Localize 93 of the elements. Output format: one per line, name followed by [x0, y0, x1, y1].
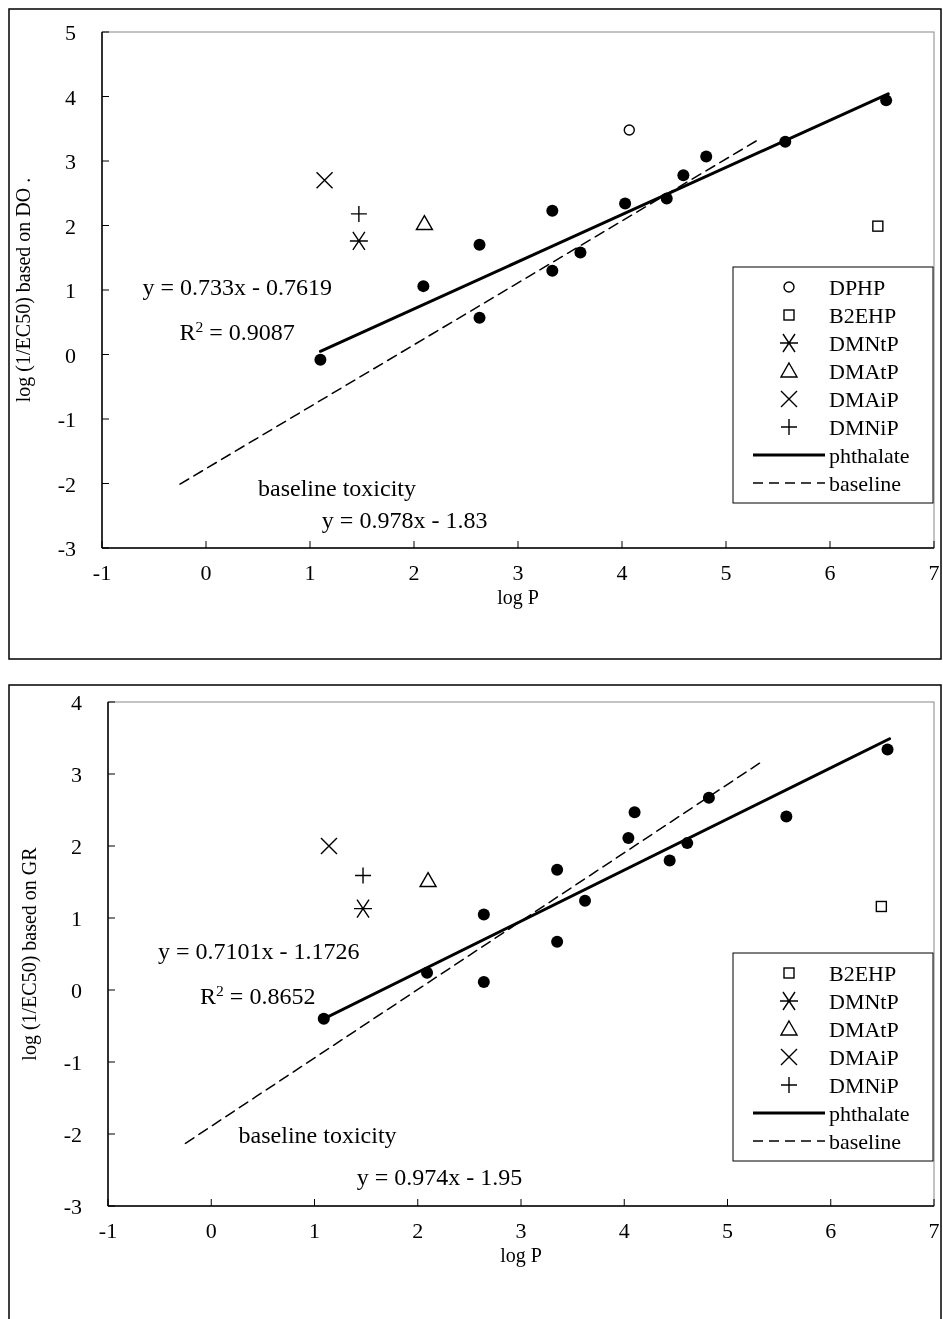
y-tick-label: -3 — [57, 536, 76, 561]
y-tick-label: -1 — [63, 1050, 82, 1075]
y-tick-label: 3 — [65, 149, 76, 174]
x-tick-label: 5 — [720, 560, 732, 585]
point — [677, 169, 690, 182]
point — [700, 150, 713, 163]
annotation: y = 0.7101x - 1.1726 — [157, 938, 360, 965]
point — [320, 837, 338, 855]
annotation: baseline toxicity — [238, 1122, 397, 1149]
x-tick-label: 7 — [928, 1218, 940, 1243]
y-axis-title: log (1/EC50) based on GR — [18, 846, 41, 1061]
point — [315, 171, 334, 190]
point — [354, 866, 372, 885]
legend-label: DMAtP — [829, 1017, 899, 1042]
legend-label: DMNiP — [829, 1073, 899, 1098]
legend-label: B2EHP — [829, 303, 897, 328]
x-tick-label: 3 — [512, 560, 524, 585]
point — [628, 806, 641, 819]
point — [663, 854, 676, 867]
point — [353, 898, 373, 919]
legend-label: DMNtP — [829, 989, 899, 1014]
y-tick-label: 5 — [65, 20, 76, 45]
point — [546, 264, 559, 277]
point — [551, 935, 564, 948]
legend-label: DMAiP — [829, 387, 899, 412]
legend-label: DMNtP — [829, 331, 899, 356]
y-tick-label: 3 — [71, 762, 82, 787]
y-tick-label: 0 — [71, 978, 82, 1003]
x-tick-label: 2 — [412, 1218, 424, 1243]
point — [419, 871, 437, 888]
legend-label: DMAtP — [829, 359, 899, 384]
x-tick-label: 5 — [722, 1218, 733, 1243]
point — [881, 743, 894, 756]
y-tick-label: -3 — [63, 1194, 82, 1219]
legend-label: DMNiP — [829, 415, 899, 440]
point — [546, 204, 559, 217]
point — [619, 197, 632, 210]
point — [415, 214, 434, 231]
point — [477, 976, 490, 989]
y-tick-label: -2 — [63, 1122, 82, 1147]
x-tick-label: -1 — [92, 560, 112, 585]
legend-label: DMAiP — [829, 1045, 899, 1070]
point — [622, 832, 635, 845]
point — [350, 205, 368, 223]
annotation: R$^{2}$ = 0.9087 — [179, 317, 295, 346]
x-tick-label: 3 — [515, 1218, 527, 1243]
x-tick-label: 4 — [618, 1218, 630, 1243]
y-tick-label: 0 — [65, 342, 76, 368]
x-tick-label: 1 — [304, 560, 316, 585]
annotation: y = 0.974x - 1.95 — [356, 1164, 523, 1191]
y-tick-label: -1 — [57, 407, 76, 432]
x-tick-label: 0 — [205, 1218, 217, 1243]
y-tick-label: 4 — [65, 84, 76, 110]
x-tick-label: 0 — [200, 560, 212, 585]
y-tick-label: 2 — [65, 213, 76, 239]
x-tick-label: 4 — [616, 560, 628, 585]
y-tick-label: 1 — [65, 278, 76, 303]
x-tick-label: -1 — [98, 1218, 118, 1243]
legend-label: B2EHP — [829, 961, 897, 986]
legend-label: phthalate — [829, 1101, 910, 1126]
x-tick-label: 2 — [408, 560, 420, 585]
point — [551, 863, 564, 876]
x-tick-label: 6 — [824, 560, 836, 585]
point — [574, 246, 587, 259]
point — [349, 231, 369, 251]
point — [875, 900, 888, 913]
legend-label: DPHP — [829, 275, 886, 300]
x-tick-label: 1 — [309, 1218, 320, 1243]
x-axis-title: log P — [500, 1244, 542, 1267]
point — [473, 311, 486, 324]
annotation: y = 0.733x - 0.7619 — [142, 274, 332, 301]
point — [623, 124, 635, 136]
y-tick-label: -2 — [57, 471, 76, 497]
point — [417, 280, 430, 293]
x-tick-label: 6 — [825, 1218, 837, 1243]
point — [579, 894, 592, 907]
legend-label: baseline — [829, 1129, 902, 1154]
x-axis-title: log P — [497, 586, 539, 609]
point — [314, 353, 327, 366]
annotation: baseline toxicity — [258, 475, 417, 502]
y-axis-title: log (1/EC50) based on DO . — [12, 177, 35, 403]
annotation: y = 0.978x - 1.83 — [321, 507, 488, 534]
point — [477, 908, 490, 921]
legend-label: baseline — [829, 471, 902, 496]
y-tick-label: 2 — [71, 834, 82, 859]
point — [872, 220, 884, 232]
annotation: R$^{2}$ = 0.8652 — [200, 981, 316, 1010]
x-tick-label: 7 — [928, 560, 940, 585]
point — [473, 238, 486, 251]
point — [780, 810, 793, 823]
y-tick-label: 4 — [71, 690, 82, 715]
legend-label: phthalate — [829, 443, 910, 468]
y-tick-label: 1 — [71, 906, 82, 931]
